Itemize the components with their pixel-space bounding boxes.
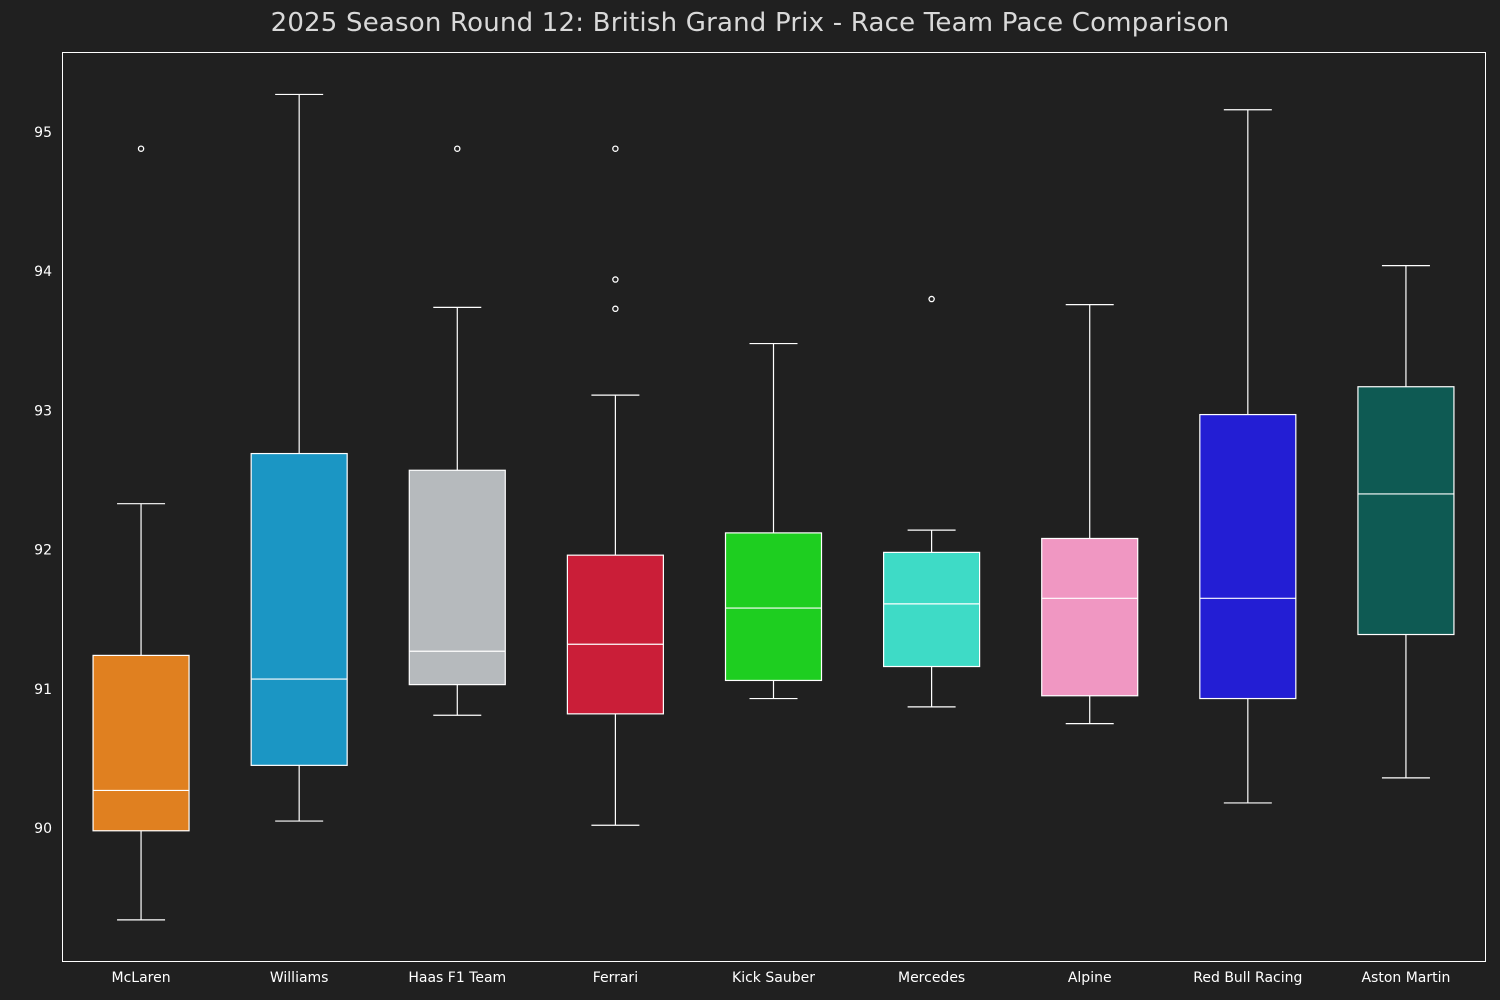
x-tick-label: Alpine [1068,970,1112,986]
plot-area: 90 91 92 93 94 95 McLaren Williams Haas F1 Team F… [34,52,1486,986]
outlier-point [454,145,461,152]
outlier-point [612,276,619,283]
x-tick-label: Mercedes [898,970,965,986]
iqr-box [1199,413,1297,700]
iqr-box [1041,537,1139,697]
iqr-box [566,554,664,715]
plot-frame [62,52,1486,962]
outlier-point [137,145,145,152]
x-tick-label: Red Bull Racing [1193,970,1302,986]
outlier-point [928,295,935,303]
x-tick-label: Kick Sauber [732,970,815,986]
x-tick-label: McLaren [112,970,171,986]
x-tick-label: Haas F1 Team [408,970,506,986]
y-tick-label: 94 [34,264,52,280]
chart-title: 2025 Season Round 12: British Grand Prix… [270,8,1230,38]
y-tick-label: 92 [34,543,52,559]
outlier-point [612,305,619,313]
iqr-box [883,551,981,668]
iqr-box [250,452,348,766]
iqr-box [1357,386,1455,636]
y-tick-label: 90 [34,821,52,837]
iqr-box [408,469,506,686]
iqr-box [92,654,190,832]
outlier-point [612,145,619,152]
iqr-box [724,532,823,682]
y-tick-label: 95 [34,125,52,141]
x-tick-label: Ferrari [593,970,638,986]
y-tick-label: 93 [34,403,52,419]
y-tick-label: 91 [34,682,52,698]
x-tick-label: Aston Martin [1361,970,1450,986]
x-tick-label: Williams [270,970,329,986]
